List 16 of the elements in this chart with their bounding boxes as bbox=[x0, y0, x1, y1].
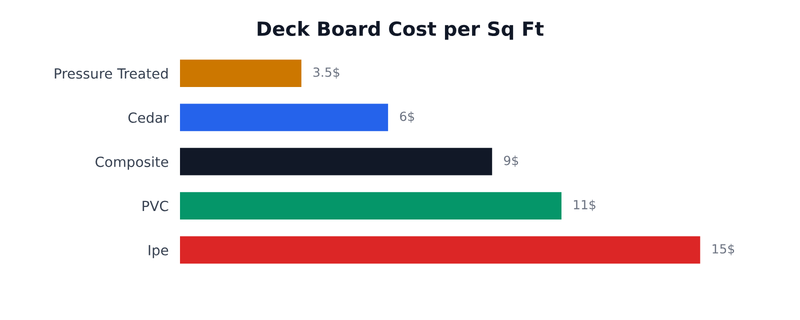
y-tick-label: PVC bbox=[142, 200, 168, 212]
chart-title: Deck Board Cost per Sq Ft bbox=[258, 20, 544, 40]
bar bbox=[180, 60, 302, 87]
bar bbox=[180, 236, 700, 264]
bar bbox=[180, 192, 562, 220]
y-tick-label: Pressure Treated bbox=[54, 68, 168, 79]
bar bbox=[180, 104, 388, 132]
data-label: 3.5$ bbox=[313, 67, 340, 79]
data-label: 6$ bbox=[400, 111, 414, 123]
bar bbox=[180, 148, 492, 176]
data-label: 9$ bbox=[504, 156, 518, 167]
data-label: 15$ bbox=[712, 244, 734, 256]
y-tick-label: Ipe bbox=[148, 245, 168, 258]
y-tick-label: Composite bbox=[96, 156, 168, 170]
y-tick-label: Cedar bbox=[128, 112, 169, 123]
data-label: 11$ bbox=[574, 200, 596, 212]
